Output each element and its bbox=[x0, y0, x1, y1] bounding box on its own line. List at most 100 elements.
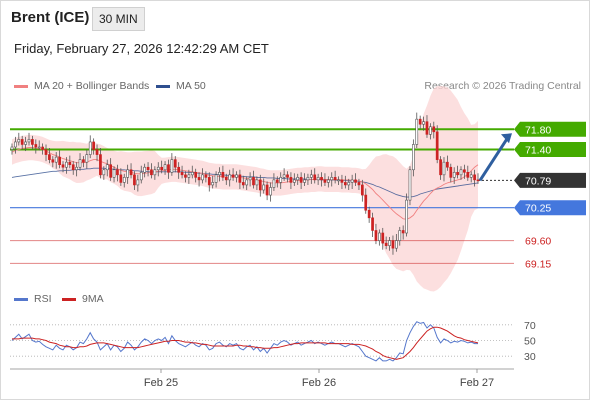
candle-body bbox=[442, 161, 446, 176]
candle-body bbox=[412, 144, 415, 171]
candle-body bbox=[347, 182, 351, 186]
forecast-arrow-shaft bbox=[478, 136, 510, 182]
candle-body bbox=[85, 154, 89, 163]
candle-body bbox=[255, 179, 259, 186]
bollinger-band bbox=[12, 86, 478, 292]
level-tag-3 bbox=[514, 200, 586, 216]
candle-body bbox=[119, 174, 123, 183]
candle-body bbox=[65, 161, 68, 168]
candle-body bbox=[320, 177, 323, 181]
candle-body bbox=[146, 166, 150, 171]
rsi-line bbox=[11, 321, 478, 362]
candle-body bbox=[160, 166, 164, 171]
x-tick-label-2: Feb 27 bbox=[460, 377, 494, 389]
candle-body bbox=[309, 174, 313, 178]
candle-body bbox=[112, 169, 116, 178]
candle-body bbox=[150, 169, 153, 176]
candle-body bbox=[360, 184, 364, 196]
candle-body bbox=[187, 174, 191, 178]
candle-body bbox=[418, 118, 422, 125]
candle-body bbox=[194, 171, 198, 178]
legend-ma20: MA 20 + Bollinger Bands bbox=[14, 80, 149, 92]
candle-body bbox=[10, 146, 14, 150]
candle-body bbox=[34, 144, 38, 148]
candle-body bbox=[20, 139, 24, 145]
candle-body bbox=[401, 230, 405, 234]
candle-body bbox=[231, 174, 235, 178]
rsi-tick-2: 30 bbox=[524, 351, 536, 363]
candle-body bbox=[224, 177, 228, 181]
candle-body bbox=[71, 164, 75, 171]
candle-body bbox=[116, 169, 119, 176]
candle-body bbox=[272, 179, 276, 188]
candle-body bbox=[197, 177, 201, 181]
candle-body bbox=[388, 240, 391, 246]
level-tag-2 bbox=[514, 172, 586, 188]
level-label-2: 70.79 bbox=[525, 175, 551, 187]
candle-body bbox=[340, 179, 344, 183]
candle-body bbox=[282, 174, 286, 178]
candle-body bbox=[296, 177, 300, 181]
candle-body bbox=[105, 164, 109, 171]
candle-body bbox=[177, 166, 181, 173]
candle-body bbox=[446, 161, 449, 168]
header: Brent (ICE) 30 MIN bbox=[0, 0, 590, 36]
candle-body bbox=[391, 240, 395, 249]
candle-body bbox=[364, 194, 368, 211]
candle-body bbox=[439, 159, 442, 176]
candle-body bbox=[333, 177, 337, 181]
candle-body bbox=[207, 177, 211, 186]
candle-body bbox=[258, 179, 262, 191]
level-label-3: 70.25 bbox=[525, 203, 551, 215]
candle-body bbox=[473, 174, 476, 181]
candle-body bbox=[17, 139, 21, 143]
level-label-1: 71.40 bbox=[525, 145, 551, 157]
credit-text: Research © 2026 Trading Central bbox=[424, 80, 581, 92]
candle-body bbox=[92, 141, 95, 150]
candle-body bbox=[31, 139, 34, 145]
candle-body bbox=[262, 184, 266, 191]
candle-body bbox=[292, 179, 296, 183]
candle-body bbox=[235, 174, 238, 178]
candle-body bbox=[153, 169, 157, 176]
candle-body bbox=[54, 156, 58, 163]
candle-body bbox=[218, 171, 221, 176]
candle-body bbox=[75, 166, 78, 171]
candle-body bbox=[449, 166, 453, 178]
legend-rsi: RSI bbox=[14, 293, 52, 305]
candle-body bbox=[51, 159, 55, 163]
candle-body bbox=[82, 159, 85, 163]
forecast-arrow-head bbox=[501, 133, 512, 144]
candle-body bbox=[398, 230, 402, 241]
candle-body bbox=[214, 174, 218, 183]
candle-body bbox=[384, 242, 388, 246]
candle-body bbox=[58, 156, 61, 166]
candle-body bbox=[422, 121, 425, 125]
candle-body bbox=[476, 179, 480, 182]
candle-body bbox=[395, 240, 398, 249]
candle-body bbox=[435, 131, 439, 160]
ma50-line bbox=[11, 167, 479, 198]
candle-body bbox=[374, 230, 378, 241]
candle-body bbox=[415, 118, 419, 145]
candle-body bbox=[343, 182, 347, 186]
candle-body bbox=[306, 177, 310, 181]
candle-body bbox=[265, 184, 269, 196]
candle-body bbox=[275, 179, 279, 183]
candle-body bbox=[452, 171, 456, 178]
timeframe-button[interactable]: 30 MIN bbox=[92, 7, 145, 31]
candle-body bbox=[289, 177, 293, 183]
ma20-swatch bbox=[14, 84, 28, 88]
legend-ma20-label: MA 20 + Bollinger Bands bbox=[34, 80, 150, 92]
candle-body bbox=[24, 141, 27, 145]
candle-body bbox=[44, 149, 48, 155]
candle-body bbox=[129, 169, 133, 176]
candle-body bbox=[381, 232, 385, 244]
candle-body bbox=[163, 164, 167, 171]
candle-body bbox=[405, 199, 408, 234]
level-tag-0 bbox=[514, 121, 586, 137]
timestamp: Friday, February 27, 2026 12:42:29 AM CE… bbox=[14, 41, 269, 56]
level-label-5: 69.15 bbox=[525, 258, 551, 270]
